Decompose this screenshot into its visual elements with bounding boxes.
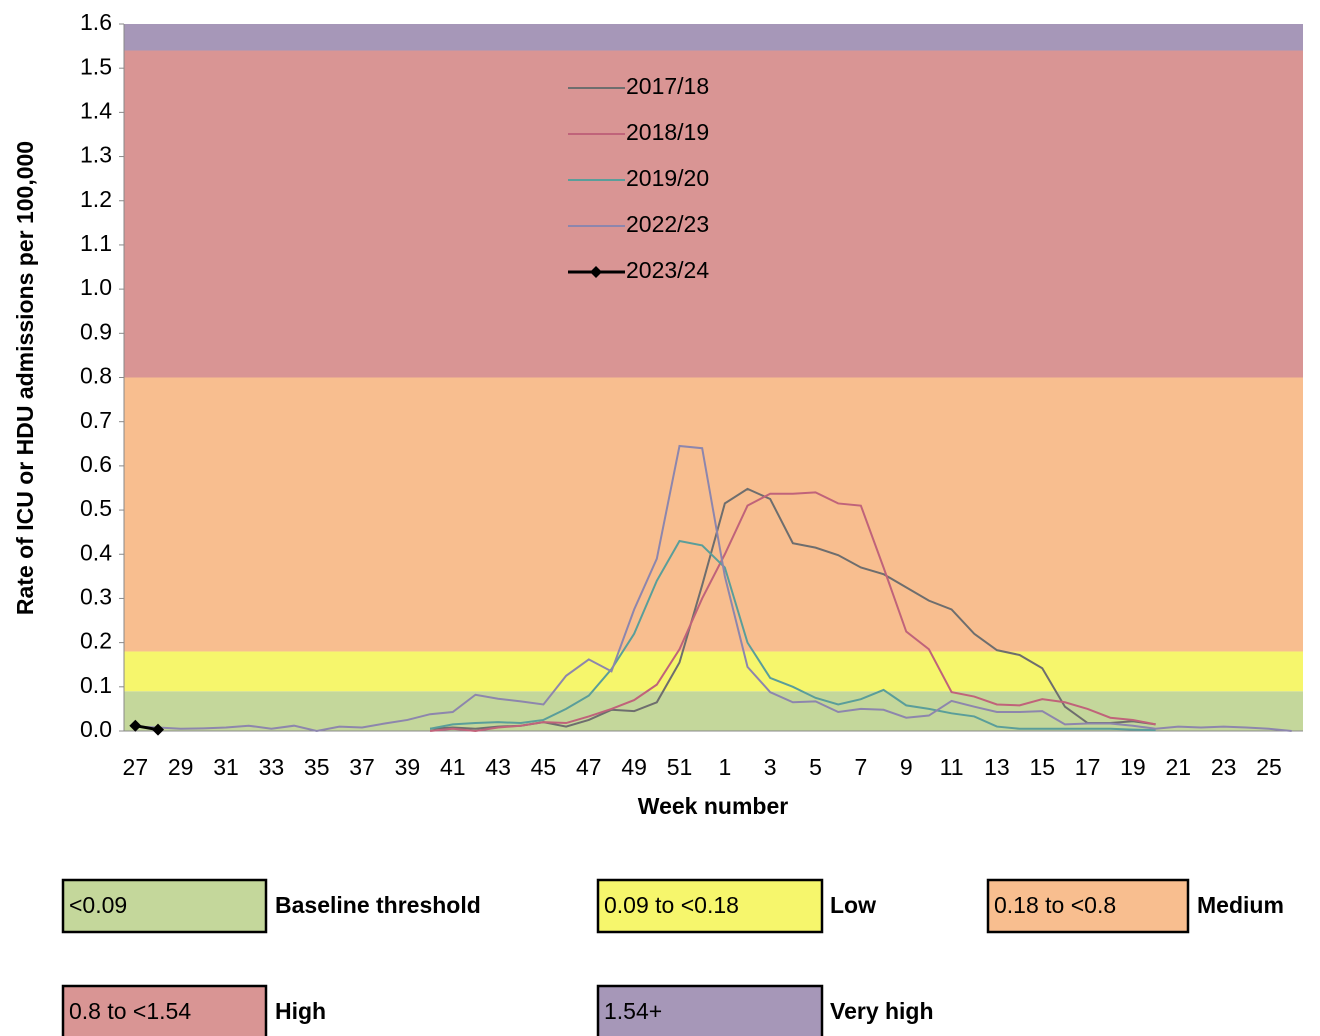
x-tick-label: 35 [304, 754, 330, 780]
band-range-label: 1.54+ [604, 998, 662, 1024]
x-tick-label: 11 [940, 754, 964, 780]
x-tick-label: 33 [259, 754, 285, 780]
y-tick-label: 0.1 [80, 672, 112, 698]
x-tick-label: 15 [1029, 754, 1055, 780]
x-tick-label: 21 [1166, 754, 1192, 780]
legend-label: 2017/18 [626, 73, 709, 99]
x-tick-label: 1 [718, 754, 731, 780]
y-tick-label: 0.3 [80, 584, 112, 610]
y-tick-label: 1.2 [80, 186, 112, 212]
legend-marker [590, 266, 602, 278]
y-tick-label: 0.5 [80, 495, 112, 521]
x-tick-label: 25 [1256, 754, 1282, 780]
band-legend-box [596, 984, 824, 1036]
data-point [152, 723, 165, 736]
y-tick-label: 0.6 [80, 451, 112, 477]
x-tick-label: 49 [621, 754, 647, 780]
legend-label: 2018/19 [626, 119, 709, 145]
y-tick-label: 0.8 [80, 363, 112, 389]
legend-label: 2019/20 [626, 165, 709, 191]
y-tick-label: 0.7 [80, 407, 112, 433]
band-range-label: 0.09 to <0.18 [604, 892, 739, 918]
y-tick-label: 0.0 [80, 716, 112, 742]
x-tick-label: 19 [1120, 754, 1146, 780]
band-name: Baseline threshold [275, 892, 481, 918]
band-range-label: <0.09 [69, 892, 127, 918]
x-tick-label: 43 [485, 754, 511, 780]
x-axis-title: Week number [638, 793, 788, 819]
threshold-band [124, 651, 1303, 692]
y-axis-title: Rate of ICU or HDU admissions per 100,00… [12, 141, 38, 615]
x-tick-label: 23 [1211, 754, 1237, 780]
x-tick-label: 7 [854, 754, 867, 780]
data-point [129, 719, 142, 732]
band-legend-box [61, 984, 268, 1036]
y-tick-label: 1.1 [80, 230, 112, 256]
y-tick-label: 0.9 [80, 318, 112, 344]
y-tick-label: 1.3 [80, 142, 112, 168]
y-tick-label: 1.5 [80, 53, 112, 79]
x-tick-label: 51 [667, 754, 693, 780]
x-tick-label: 9 [900, 754, 913, 780]
band-name: Low [830, 892, 876, 918]
x-tick-label: 45 [531, 754, 557, 780]
x-tick-label: 13 [984, 754, 1010, 780]
legend-label: 2023/24 [626, 257, 709, 283]
x-tick-label: 37 [349, 754, 375, 780]
x-tick-label: 41 [440, 754, 466, 780]
x-tick-label: 29 [168, 754, 194, 780]
threshold-band [124, 24, 1303, 51]
x-tick-label: 27 [123, 754, 149, 780]
band-range-label: 0.8 to <1.54 [69, 998, 191, 1024]
x-tick-label: 17 [1075, 754, 1101, 780]
band-name: High [275, 998, 326, 1024]
y-tick-label: 0.4 [80, 539, 112, 565]
y-tick-label: 1.6 [80, 9, 112, 35]
band-legend-box [986, 878, 1190, 934]
x-tick-label: 5 [809, 754, 822, 780]
x-tick-label: 39 [395, 754, 421, 780]
threshold-band [124, 50, 1303, 378]
y-tick-label: 1.0 [80, 274, 112, 300]
series-line [135, 444, 1292, 733]
y-tick-label: 1.4 [80, 97, 112, 123]
x-tick-label: 31 [213, 754, 239, 780]
band-legend-box [61, 878, 268, 934]
series-line [429, 539, 1156, 732]
band-name: Medium [1197, 892, 1284, 918]
legend-label: 2022/23 [626, 211, 709, 237]
x-tick-label: 47 [576, 754, 602, 780]
band-range-label: 0.18 to <0.8 [994, 892, 1116, 918]
y-tick-label: 0.2 [80, 628, 112, 654]
band-name: Very high [830, 998, 934, 1024]
series-line [430, 487, 1156, 730]
series-line [429, 491, 1156, 733]
x-tick-label: 3 [764, 754, 777, 780]
band-legend-box [596, 878, 824, 934]
